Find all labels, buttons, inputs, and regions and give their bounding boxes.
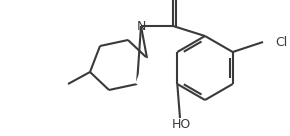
Text: Cl: Cl <box>275 35 287 49</box>
Text: N: N <box>136 19 146 33</box>
Text: HO: HO <box>172 118 191 131</box>
